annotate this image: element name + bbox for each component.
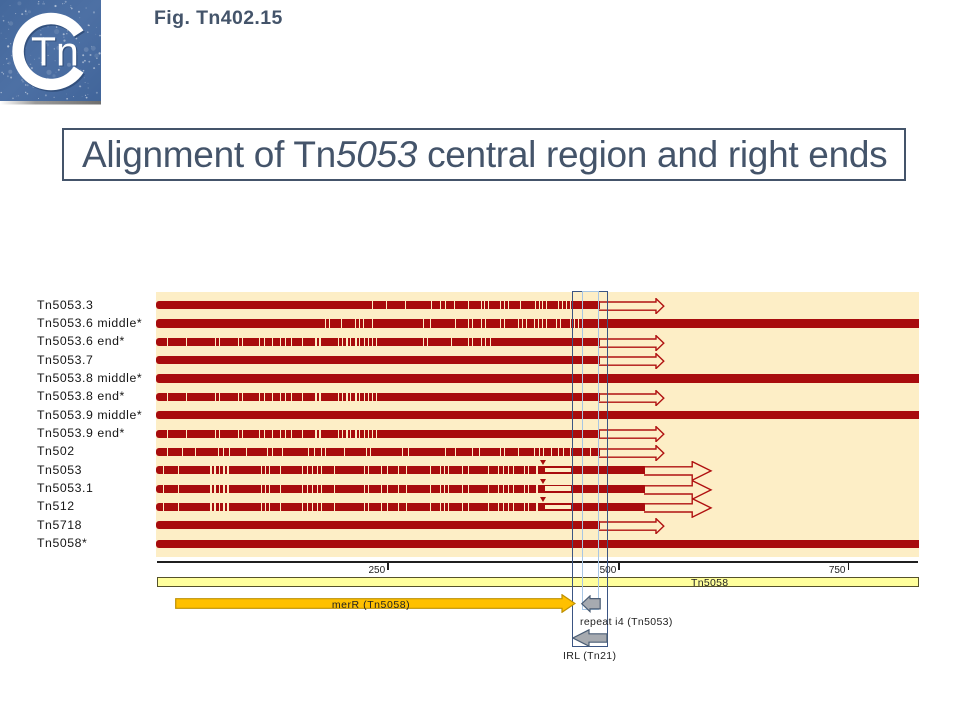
svg-text:Tn: Tn [32,30,80,76]
svg-text:Tn: Tn [31,29,79,75]
